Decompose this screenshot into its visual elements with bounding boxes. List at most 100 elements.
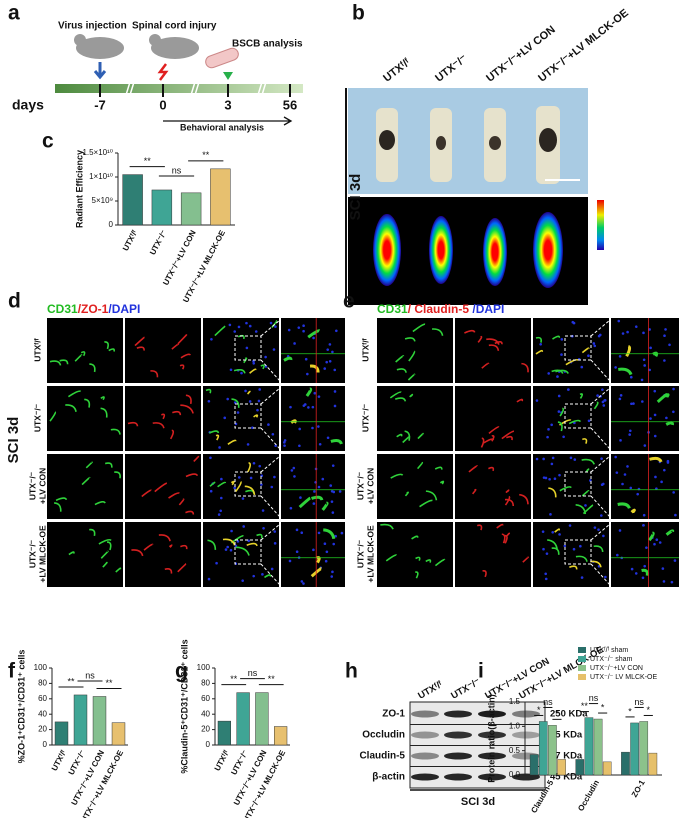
nucleus xyxy=(325,550,329,554)
nucleus xyxy=(248,400,252,403)
nucleus xyxy=(313,391,317,395)
panel-label: g xyxy=(175,660,188,683)
vessel xyxy=(385,554,398,562)
western-blot xyxy=(409,701,546,791)
micrograph xyxy=(611,454,679,519)
nucleus xyxy=(302,582,305,585)
nucleus xyxy=(234,544,238,548)
band xyxy=(411,731,439,739)
nucleus xyxy=(655,487,658,490)
day-label: 56 xyxy=(283,97,297,112)
vessel xyxy=(488,466,495,472)
nucleus xyxy=(618,529,622,532)
nucleus xyxy=(592,342,596,345)
band-label: Occludin xyxy=(362,730,405,741)
nucleus xyxy=(660,480,663,484)
vessel xyxy=(193,455,200,462)
nucleus xyxy=(292,466,296,470)
nucleus xyxy=(642,358,646,362)
nucleus xyxy=(641,576,645,580)
y-tick-label: 1.5×10¹⁰ xyxy=(82,148,113,157)
significance-label: * xyxy=(647,705,651,715)
nucleus xyxy=(304,357,308,361)
column-label: UTX⁻/⁻ xyxy=(433,53,469,85)
significance-label: ns xyxy=(172,165,182,175)
nucleus xyxy=(535,457,539,461)
nucleus xyxy=(293,475,296,478)
event-label: BSCB analysis xyxy=(232,39,303,50)
nucleus xyxy=(546,435,549,439)
x-tick-label: UTX⁻/⁻ xyxy=(229,749,249,777)
nucleus xyxy=(252,461,256,465)
nucleus xyxy=(333,404,337,408)
bar xyxy=(575,759,585,776)
nucleus xyxy=(547,428,550,431)
nucleus xyxy=(655,538,659,541)
nucleus xyxy=(558,533,561,536)
vessel xyxy=(104,462,113,468)
significance-label: ns xyxy=(248,668,258,678)
x-tick-label: UTX⁻/⁻ xyxy=(148,229,168,257)
nucleus xyxy=(209,456,212,460)
nucleus xyxy=(236,411,240,414)
vessel xyxy=(419,499,433,508)
nucleus xyxy=(313,490,316,493)
micrograph xyxy=(377,454,453,519)
nucleus xyxy=(254,330,258,333)
nucleus xyxy=(295,528,299,532)
nucleus xyxy=(672,491,675,494)
y-tick-label: 0 xyxy=(206,740,211,749)
stain-name: / Claudin-5 xyxy=(408,302,473,316)
vessel xyxy=(65,404,77,413)
nucleus xyxy=(674,513,677,517)
band xyxy=(411,710,439,718)
zoom-lines xyxy=(260,319,281,382)
nucleus xyxy=(270,485,274,489)
significance-label: ** xyxy=(230,674,238,684)
vessel xyxy=(394,397,407,402)
vessel xyxy=(283,356,293,362)
nucleus xyxy=(545,552,549,555)
vessel xyxy=(425,559,432,563)
nucleus xyxy=(330,489,334,493)
vessel xyxy=(417,432,424,440)
zoom-lines xyxy=(590,523,611,586)
axis-break xyxy=(125,81,267,96)
nucleus xyxy=(604,575,607,579)
bar xyxy=(593,718,603,776)
y-tick-label: 80 xyxy=(38,679,47,688)
vessel xyxy=(404,491,409,497)
vessel xyxy=(408,350,416,362)
vessel xyxy=(472,488,477,495)
nucleus xyxy=(593,526,597,529)
vessel xyxy=(104,341,109,350)
vessel xyxy=(488,426,500,434)
row-label: UTXᶠ/ᶠ xyxy=(360,338,370,361)
vessel xyxy=(547,539,558,550)
nucleus xyxy=(579,544,582,548)
vessel xyxy=(237,334,245,340)
vessel xyxy=(522,556,530,563)
vessel xyxy=(164,568,173,574)
y-axis-label: Protein ratio(β-actin) xyxy=(486,694,496,783)
colorbar xyxy=(597,200,604,250)
zoom-box xyxy=(564,471,592,497)
nucleus xyxy=(333,390,337,393)
vessel xyxy=(535,349,544,355)
nucleus xyxy=(653,542,656,546)
vessel xyxy=(395,355,405,363)
micrograph xyxy=(455,386,531,451)
vessel xyxy=(425,490,438,501)
stain-title: CD31/ Claudin-5 /DAPI xyxy=(377,302,504,316)
analysis-mark xyxy=(223,72,233,80)
significance-label: ns xyxy=(589,693,599,703)
nucleus xyxy=(562,435,565,439)
vessel xyxy=(205,388,212,394)
nucleus xyxy=(643,364,646,367)
vessel xyxy=(482,569,487,578)
y-tick-label: 0 xyxy=(109,220,114,229)
nucleus xyxy=(300,580,304,583)
y-tick-label: 20 xyxy=(201,725,210,734)
nucleus xyxy=(670,580,674,584)
vessel xyxy=(486,338,500,345)
